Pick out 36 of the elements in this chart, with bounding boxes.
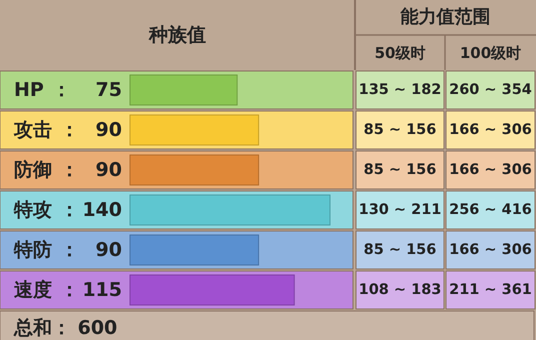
text: 50级时	[374, 44, 426, 62]
data-label: 140	[82, 199, 122, 221]
y-tick-label: 攻击	[13, 119, 52, 141]
y-tick-label: 防御	[14, 159, 52, 181]
text: ：	[60, 119, 79, 141]
text: 能力值范围	[400, 6, 490, 28]
text: 260 ~ 354	[449, 82, 532, 98]
y-tick-label: 特防	[13, 239, 52, 261]
text: 108 ~ 183	[358, 282, 442, 298]
text: 85 ~ 156	[364, 242, 436, 258]
data-label: 90	[96, 159, 122, 181]
text: 85 ~ 156	[364, 122, 436, 138]
data-label: 115	[82, 279, 122, 301]
y-tick-label: 特攻	[13, 199, 52, 221]
data-label: 90	[96, 239, 122, 261]
text: ：	[60, 239, 79, 261]
text: ：	[52, 79, 71, 101]
text: 130 ~ 211	[358, 202, 442, 218]
text: 166 ~ 306	[449, 122, 532, 138]
text: ：	[60, 199, 79, 221]
data-label: 75	[96, 79, 122, 101]
bar	[130, 74, 238, 106]
text: 135 ~ 182	[358, 82, 442, 98]
text: ：	[60, 279, 79, 301]
text: 166 ~ 306	[449, 162, 532, 178]
text: 总和： 600	[13, 317, 118, 339]
y-tick-label: 速度	[14, 279, 52, 301]
text: 256 ~ 416	[449, 202, 532, 218]
text: ：	[60, 159, 79, 181]
data-label: 90	[96, 119, 122, 141]
text: 211 ~ 361	[449, 282, 532, 298]
text: 85 ~ 156	[364, 162, 436, 178]
text: 166 ~ 306	[449, 242, 532, 258]
y-tick-label: HP	[14, 79, 44, 101]
chart-title: 种族值	[148, 24, 206, 46]
text: 100级时	[460, 44, 522, 62]
